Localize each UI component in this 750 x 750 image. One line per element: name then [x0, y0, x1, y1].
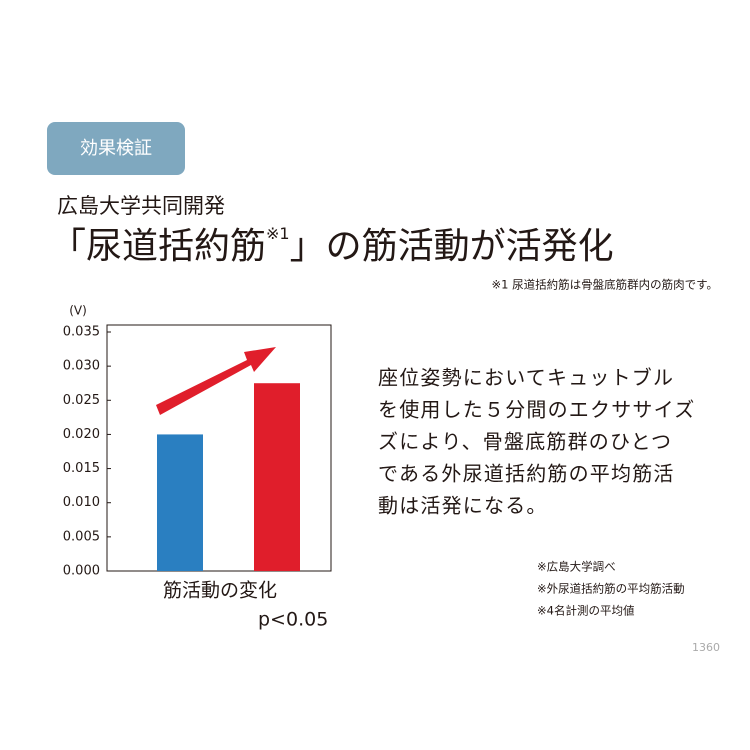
badge: [47, 122, 185, 175]
y-tick-label: 0.035: [63, 325, 100, 340]
significance: p<0.05: [258, 609, 328, 631]
trend-arrow: [156, 347, 276, 415]
subtitle: 広島大学共同開発: [57, 194, 225, 218]
note: ※4名計測の平均値: [537, 604, 635, 618]
y-unit: (V): [69, 304, 87, 318]
y-tick-label: 0.010: [63, 495, 100, 510]
title-part: 」の筋活動が活発化: [290, 226, 614, 267]
note: ※外尿道括約筋の平均筋活動: [537, 582, 685, 596]
footnote: ※1 尿道括約筋は骨盤底筋群内の筋肉です。: [492, 278, 718, 292]
page-number: 1360: [692, 641, 720, 654]
plot-frame: [106, 324, 332, 572]
bar: [157, 434, 203, 571]
x-axis-label: 筋活動の変化: [163, 580, 277, 602]
y-tick-label: 0.030: [63, 359, 100, 374]
y-tick-label: 0.020: [63, 427, 100, 442]
title-part: 「尿道括約筋: [50, 226, 266, 267]
badge-text: 効果検証: [80, 138, 152, 159]
title: 「尿道括約筋※1」の筋活動が活発化: [50, 224, 614, 268]
description-line: である外尿道括約筋の平均筋活: [378, 462, 675, 486]
description-line: 動は活発になる。: [378, 494, 548, 518]
y-tick-label: 0.000: [63, 564, 100, 579]
bar: [254, 383, 300, 571]
description-line: を使用した５分間のエクササイズ: [378, 398, 695, 422]
y-tick-label: 0.005: [63, 529, 100, 544]
y-tick-label: 0.015: [63, 461, 100, 476]
y-tick-label: 0.025: [63, 393, 100, 408]
description-line: 座位姿勢においてキュットブル: [378, 366, 674, 390]
description-line: ズにより、骨盤底筋群のひとつ: [378, 430, 672, 454]
note: ※広島大学調べ: [537, 560, 616, 574]
title-superscript: ※1: [266, 224, 290, 243]
